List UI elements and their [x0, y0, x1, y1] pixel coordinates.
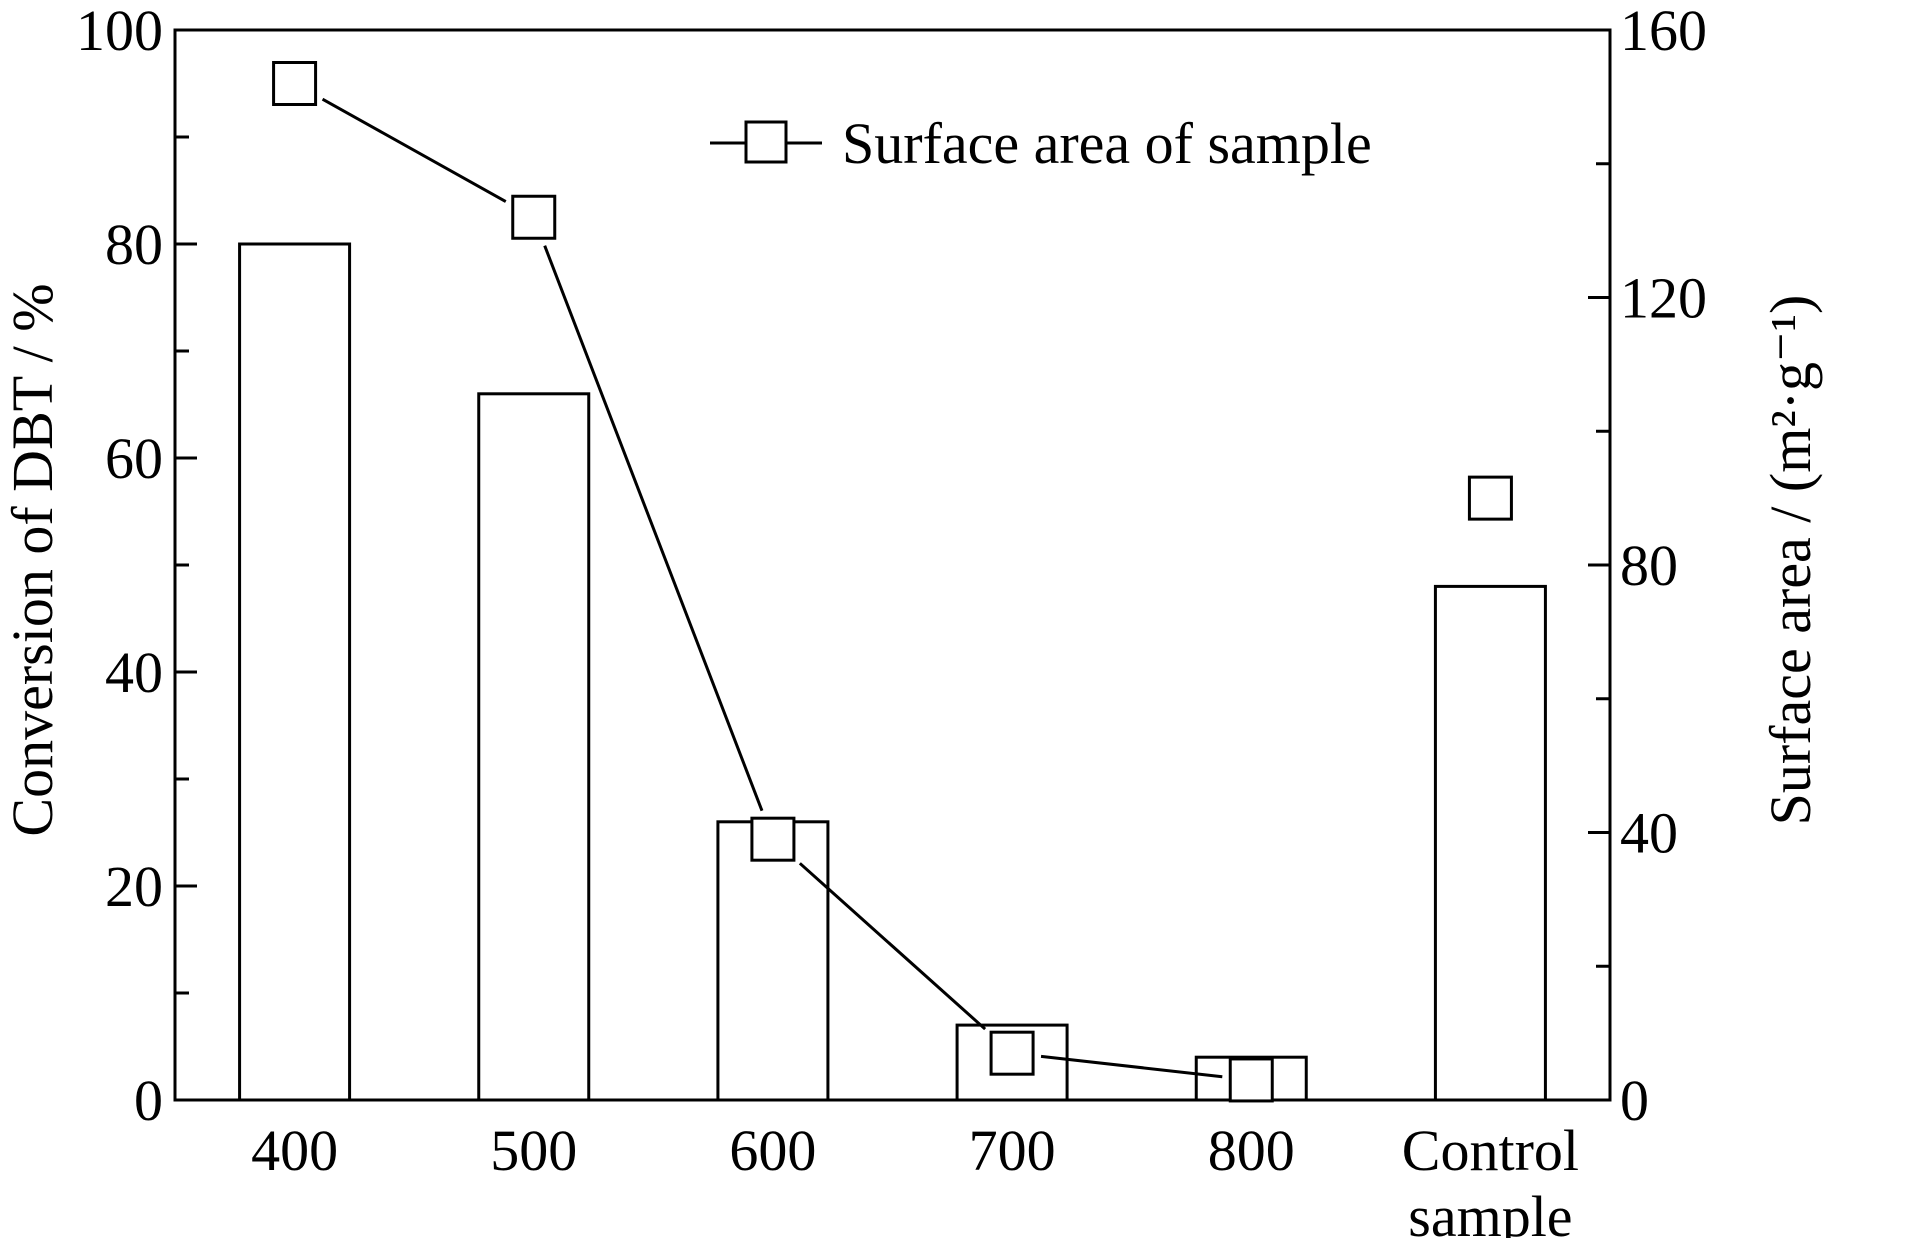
legend-label: Surface area of sample [842, 111, 1372, 176]
left-tick-label: 20 [105, 854, 163, 919]
line-segment [321, 97, 507, 203]
left-axis-ticks: 0 20 40 60 80 100 [76, 0, 197, 1133]
line-segment [1040, 1054, 1223, 1079]
right-tick-label: 160 [1620, 0, 1707, 63]
plot-border [173, 28, 1612, 1102]
left-tick-label: 60 [105, 426, 163, 491]
left-tick-label: 80 [105, 212, 163, 277]
x-tick-label: 700 [969, 1118, 1056, 1183]
bars [238, 242, 1547, 1102]
x-tick-label-line: 500 [490, 1118, 577, 1183]
legend-marker [744, 120, 788, 164]
left-tick-label: 100 [76, 0, 163, 63]
right-tick-label: 40 [1620, 801, 1678, 866]
bar [1433, 584, 1547, 1102]
right-tick-label: 120 [1620, 266, 1707, 331]
bar [477, 392, 591, 1102]
surface-area-markers [272, 61, 1513, 1103]
right-tick-label: 80 [1620, 533, 1678, 598]
line-segment [798, 862, 987, 1031]
x-tick-label: Control sample [1402, 1118, 1579, 1238]
x-tick-label-line: Control [1402, 1118, 1579, 1183]
square-marker [1467, 475, 1513, 521]
square-marker [989, 1030, 1035, 1076]
surface-area-line [321, 97, 1223, 1079]
right-tick-label: 0 [1620, 1068, 1649, 1133]
x-tick-label: 800 [1208, 1118, 1295, 1183]
bar [238, 242, 352, 1102]
category-labels: 400 500 600 700 800 Control sample [251, 1118, 1579, 1238]
plot-frame [173, 28, 1612, 1102]
square-marker [511, 194, 557, 240]
square-marker [750, 816, 796, 862]
x-tick-label: 500 [490, 1118, 577, 1183]
left-tick-label: 0 [134, 1068, 163, 1133]
x-tick-label-line: 400 [251, 1118, 338, 1183]
y-axis-title-right: Surface area / (m²·g⁻¹) [1758, 295, 1823, 826]
right-axis-ticks: 0 40 80 120 160 [1588, 0, 1707, 1133]
square-marker [272, 61, 318, 106]
left-tick-label: 40 [105, 640, 163, 705]
bar [716, 820, 830, 1102]
y-axis-title-left: Conversion of DBT / % [0, 283, 65, 836]
x-tick-label: 400 [251, 1118, 338, 1183]
x-tick-label-line: 700 [969, 1118, 1056, 1183]
square-marker [1228, 1057, 1274, 1103]
line-segment [543, 245, 764, 812]
x-tick-label: 600 [729, 1118, 816, 1183]
legend: Surface area of sample [710, 111, 1372, 176]
x-tick-label-line: 800 [1208, 1118, 1295, 1183]
x-tick-label-line: 600 [729, 1118, 816, 1183]
x-tick-label-line: sample [1408, 1184, 1572, 1238]
